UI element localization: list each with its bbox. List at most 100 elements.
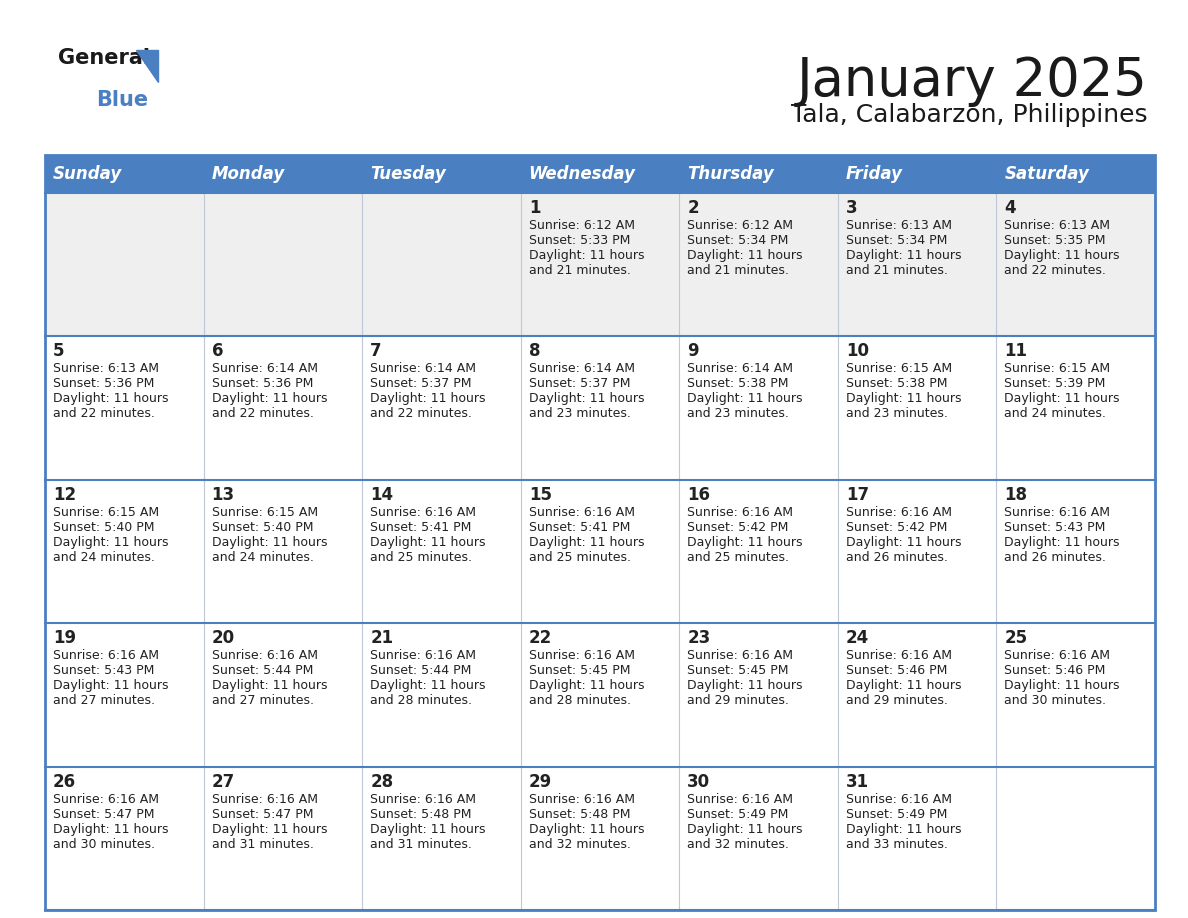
Bar: [838, 480, 997, 623]
Text: 27: 27: [211, 773, 235, 790]
Text: 8: 8: [529, 342, 541, 361]
Bar: [362, 767, 520, 910]
Text: and 24 minutes.: and 24 minutes.: [211, 551, 314, 564]
Text: 11: 11: [1004, 342, 1028, 361]
Text: Thursday: Thursday: [688, 165, 775, 183]
Text: 25: 25: [1004, 629, 1028, 647]
Text: 26: 26: [53, 773, 76, 790]
Text: 14: 14: [371, 486, 393, 504]
Text: and 32 minutes.: and 32 minutes.: [529, 837, 631, 851]
Text: 12: 12: [53, 486, 76, 504]
Text: and 24 minutes.: and 24 minutes.: [1004, 408, 1106, 420]
Text: Sunrise: 6:16 AM: Sunrise: 6:16 AM: [846, 792, 952, 806]
Text: Sunrise: 6:15 AM: Sunrise: 6:15 AM: [211, 506, 317, 519]
Text: Daylight: 11 hours: Daylight: 11 hours: [846, 392, 961, 406]
Text: Sunrise: 6:16 AM: Sunrise: 6:16 AM: [211, 649, 317, 662]
Polygon shape: [135, 50, 158, 82]
Text: Daylight: 11 hours: Daylight: 11 hours: [211, 536, 327, 549]
Text: and 27 minutes.: and 27 minutes.: [53, 694, 154, 707]
Text: Daylight: 11 hours: Daylight: 11 hours: [371, 679, 486, 692]
Text: Sunrise: 6:16 AM: Sunrise: 6:16 AM: [846, 649, 952, 662]
Text: Sunrise: 6:16 AM: Sunrise: 6:16 AM: [371, 506, 476, 519]
Text: 6: 6: [211, 342, 223, 361]
Text: Sunset: 5:43 PM: Sunset: 5:43 PM: [53, 665, 154, 677]
Bar: [45, 193, 203, 336]
Text: Sunset: 5:41 PM: Sunset: 5:41 PM: [529, 521, 630, 533]
Text: Sunset: 5:39 PM: Sunset: 5:39 PM: [1004, 377, 1106, 390]
Text: 17: 17: [846, 486, 868, 504]
Bar: [997, 767, 1155, 910]
Text: 16: 16: [688, 486, 710, 504]
Bar: [362, 336, 520, 480]
Text: 7: 7: [371, 342, 381, 361]
Text: Sunrise: 6:16 AM: Sunrise: 6:16 AM: [688, 506, 794, 519]
Text: Daylight: 11 hours: Daylight: 11 hours: [529, 249, 644, 262]
Text: Sunrise: 6:14 AM: Sunrise: 6:14 AM: [211, 363, 317, 375]
Text: Tala, Calabarzon, Philippines: Tala, Calabarzon, Philippines: [791, 103, 1148, 127]
Text: and 24 minutes.: and 24 minutes.: [53, 551, 154, 564]
Bar: [362, 193, 520, 336]
Bar: [45, 155, 1155, 910]
Text: Daylight: 11 hours: Daylight: 11 hours: [211, 392, 327, 406]
Text: Sunrise: 6:15 AM: Sunrise: 6:15 AM: [53, 506, 159, 519]
Text: Sunrise: 6:14 AM: Sunrise: 6:14 AM: [371, 363, 476, 375]
Text: 18: 18: [1004, 486, 1028, 504]
Bar: [362, 623, 520, 767]
Text: Sunset: 5:42 PM: Sunset: 5:42 PM: [846, 521, 947, 533]
Text: 1: 1: [529, 199, 541, 217]
Bar: [997, 193, 1155, 336]
Text: Sunset: 5:36 PM: Sunset: 5:36 PM: [53, 377, 154, 390]
Text: Sunrise: 6:16 AM: Sunrise: 6:16 AM: [1004, 649, 1111, 662]
Text: Daylight: 11 hours: Daylight: 11 hours: [211, 823, 327, 835]
Text: Sunset: 5:43 PM: Sunset: 5:43 PM: [1004, 521, 1106, 533]
Text: Daylight: 11 hours: Daylight: 11 hours: [529, 679, 644, 692]
Bar: [997, 336, 1155, 480]
Bar: [203, 193, 362, 336]
Text: and 25 minutes.: and 25 minutes.: [688, 551, 789, 564]
Text: Sunrise: 6:13 AM: Sunrise: 6:13 AM: [1004, 219, 1111, 232]
Text: Daylight: 11 hours: Daylight: 11 hours: [846, 679, 961, 692]
Bar: [45, 155, 1155, 193]
Bar: [203, 480, 362, 623]
Text: 5: 5: [53, 342, 64, 361]
Text: Sunrise: 6:16 AM: Sunrise: 6:16 AM: [371, 792, 476, 806]
Bar: [203, 336, 362, 480]
Text: Sunrise: 6:16 AM: Sunrise: 6:16 AM: [529, 506, 634, 519]
Text: and 21 minutes.: and 21 minutes.: [688, 264, 789, 277]
Text: and 25 minutes.: and 25 minutes.: [371, 551, 472, 564]
Text: Sunset: 5:37 PM: Sunset: 5:37 PM: [371, 377, 472, 390]
Text: Sunset: 5:38 PM: Sunset: 5:38 PM: [688, 377, 789, 390]
Text: and 30 minutes.: and 30 minutes.: [53, 837, 154, 851]
Text: Sunrise: 6:14 AM: Sunrise: 6:14 AM: [688, 363, 794, 375]
Text: Sunrise: 6:16 AM: Sunrise: 6:16 AM: [529, 649, 634, 662]
Text: Sunset: 5:33 PM: Sunset: 5:33 PM: [529, 234, 630, 247]
Text: and 22 minutes.: and 22 minutes.: [1004, 264, 1106, 277]
Text: Sunrise: 6:15 AM: Sunrise: 6:15 AM: [1004, 363, 1111, 375]
Text: and 27 minutes.: and 27 minutes.: [211, 694, 314, 707]
Text: and 29 minutes.: and 29 minutes.: [688, 694, 789, 707]
Text: Sunrise: 6:13 AM: Sunrise: 6:13 AM: [846, 219, 952, 232]
Text: Sunset: 5:45 PM: Sunset: 5:45 PM: [529, 665, 630, 677]
Bar: [680, 623, 838, 767]
Text: Sunrise: 6:15 AM: Sunrise: 6:15 AM: [846, 363, 952, 375]
Bar: [45, 480, 203, 623]
Text: 19: 19: [53, 629, 76, 647]
Text: General: General: [58, 48, 150, 68]
Text: 22: 22: [529, 629, 552, 647]
Text: Daylight: 11 hours: Daylight: 11 hours: [53, 679, 169, 692]
Text: 31: 31: [846, 773, 868, 790]
Text: January 2025: January 2025: [797, 55, 1148, 107]
Text: Sunrise: 6:16 AM: Sunrise: 6:16 AM: [529, 792, 634, 806]
Text: and 30 minutes.: and 30 minutes.: [1004, 694, 1106, 707]
Text: 15: 15: [529, 486, 551, 504]
Text: and 22 minutes.: and 22 minutes.: [53, 408, 154, 420]
Text: Sunset: 5:40 PM: Sunset: 5:40 PM: [211, 521, 314, 533]
Text: 30: 30: [688, 773, 710, 790]
Text: Sunrise: 6:16 AM: Sunrise: 6:16 AM: [688, 649, 794, 662]
Text: and 31 minutes.: and 31 minutes.: [371, 837, 472, 851]
Text: Sunrise: 6:14 AM: Sunrise: 6:14 AM: [529, 363, 634, 375]
Text: Sunset: 5:48 PM: Sunset: 5:48 PM: [529, 808, 630, 821]
Bar: [838, 336, 997, 480]
Text: and 26 minutes.: and 26 minutes.: [846, 551, 948, 564]
Bar: [520, 623, 680, 767]
